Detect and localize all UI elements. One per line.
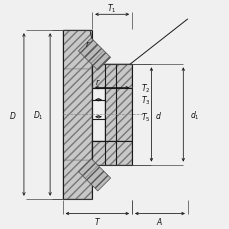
Text: $T_2$: $T_2$ [141, 82, 150, 94]
Text: $d_1$: $d_1$ [189, 109, 199, 121]
Polygon shape [62, 70, 92, 160]
Polygon shape [78, 39, 110, 71]
Text: $D$: $D$ [9, 109, 16, 120]
Polygon shape [78, 159, 110, 191]
Text: $A$: $A$ [156, 215, 163, 226]
Polygon shape [104, 65, 131, 165]
Text: $T_5$: $T_5$ [141, 111, 150, 123]
Text: $T_1$: $T_1$ [107, 2, 116, 15]
Text: $r$: $r$ [85, 38, 90, 49]
Text: $d$: $d$ [154, 109, 161, 120]
Polygon shape [92, 141, 131, 165]
Polygon shape [92, 65, 131, 89]
Text: $T_3$: $T_3$ [141, 94, 150, 106]
Text: $r$: $r$ [94, 77, 100, 87]
Polygon shape [62, 160, 92, 199]
Text: $D_1$: $D_1$ [33, 109, 44, 121]
Polygon shape [62, 31, 92, 70]
Text: $T$: $T$ [93, 215, 101, 226]
